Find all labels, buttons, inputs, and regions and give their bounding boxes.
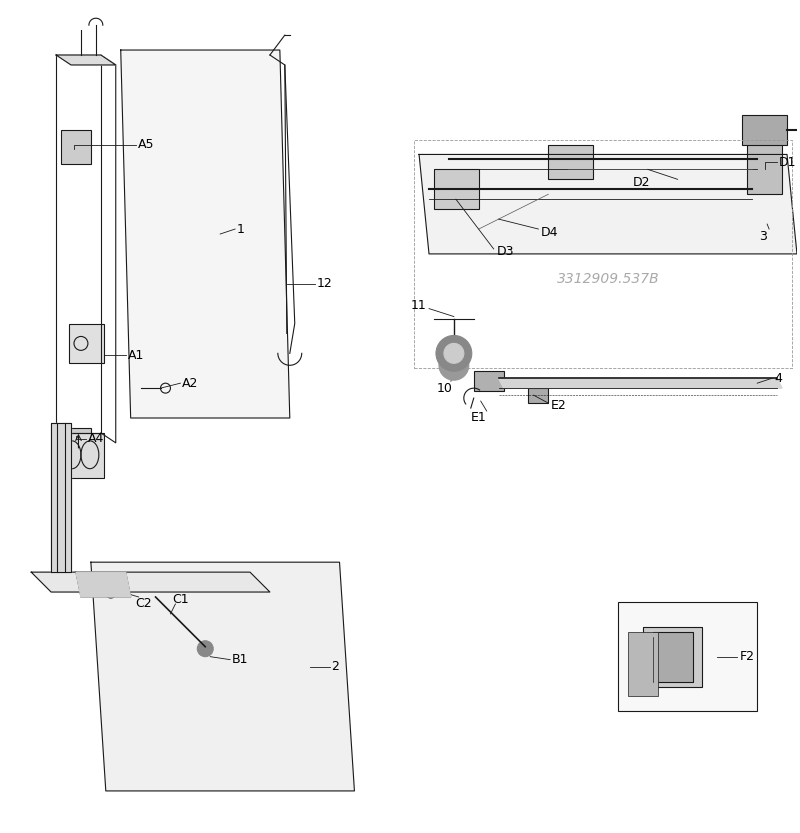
Circle shape [436, 336, 472, 372]
Circle shape [198, 641, 214, 656]
Text: 4: 4 [774, 372, 782, 385]
Text: 12: 12 [317, 277, 332, 290]
Text: D2: D2 [633, 176, 650, 189]
Polygon shape [76, 572, 130, 597]
Polygon shape [498, 378, 782, 388]
Bar [474, 372, 504, 392]
Bar [69, 323, 104, 363]
Bar [618, 602, 757, 711]
Text: A5: A5 [138, 138, 154, 151]
Bar [643, 626, 702, 686]
Polygon shape [51, 423, 71, 572]
Bar [56, 433, 104, 477]
Text: B1: B1 [232, 653, 249, 666]
Text: A4: A4 [88, 432, 104, 446]
Polygon shape [121, 50, 290, 418]
Bar [653, 631, 693, 681]
Bar [529, 388, 548, 403]
Bar [747, 140, 782, 194]
Polygon shape [419, 154, 797, 254]
Bar [548, 144, 593, 179]
Text: 2: 2 [331, 660, 339, 673]
Text: A1: A1 [128, 349, 144, 362]
Circle shape [444, 343, 464, 363]
Text: D3: D3 [497, 246, 514, 258]
Bar [66, 428, 91, 443]
Text: A2: A2 [182, 377, 198, 390]
Text: 11: 11 [411, 299, 427, 312]
Circle shape [439, 351, 469, 380]
Polygon shape [56, 55, 116, 65]
Text: 1: 1 [237, 222, 245, 236]
Text: 10: 10 [437, 382, 453, 395]
Text: C2: C2 [136, 597, 152, 611]
Bar [628, 631, 658, 696]
FancyBboxPatch shape [434, 169, 478, 209]
Text: 3: 3 [759, 230, 767, 242]
Text: E2: E2 [550, 398, 566, 412]
Polygon shape [91, 562, 354, 791]
Bar [742, 115, 787, 144]
Text: 3312909.537B: 3312909.537B [557, 272, 659, 286]
Text: D4: D4 [540, 226, 558, 238]
Text: C1: C1 [173, 593, 189, 606]
Text: E1: E1 [470, 412, 486, 425]
Text: F2: F2 [739, 651, 754, 663]
Text: D1: D1 [779, 156, 797, 169]
Polygon shape [31, 572, 270, 592]
Bar [61, 130, 91, 164]
